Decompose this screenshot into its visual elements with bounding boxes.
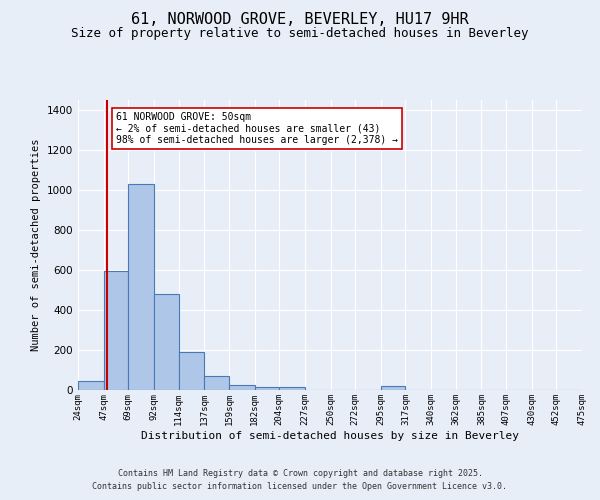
X-axis label: Distribution of semi-detached houses by size in Beverley: Distribution of semi-detached houses by … — [141, 430, 519, 440]
Bar — [78, 382, 104, 390]
Bar — [381, 386, 406, 390]
Bar — [279, 387, 305, 390]
Bar — [104, 271, 128, 390]
Bar — [154, 294, 179, 390]
Bar — [128, 184, 154, 390]
Bar — [254, 387, 279, 390]
Text: 61 NORWOOD GROVE: 50sqm
← 2% of semi-detached houses are smaller (43)
98% of sem: 61 NORWOOD GROVE: 50sqm ← 2% of semi-det… — [116, 112, 398, 145]
Text: Contains HM Land Registry data © Crown copyright and database right 2025.: Contains HM Land Registry data © Crown c… — [118, 468, 482, 477]
Text: 61, NORWOOD GROVE, BEVERLEY, HU17 9HR: 61, NORWOOD GROVE, BEVERLEY, HU17 9HR — [131, 12, 469, 28]
Bar — [179, 352, 204, 390]
Text: Contains public sector information licensed under the Open Government Licence v3: Contains public sector information licen… — [92, 482, 508, 491]
Bar — [229, 385, 254, 390]
Y-axis label: Number of semi-detached properties: Number of semi-detached properties — [31, 138, 41, 352]
Text: Size of property relative to semi-detached houses in Beverley: Size of property relative to semi-detach… — [71, 28, 529, 40]
Bar — [204, 376, 229, 390]
